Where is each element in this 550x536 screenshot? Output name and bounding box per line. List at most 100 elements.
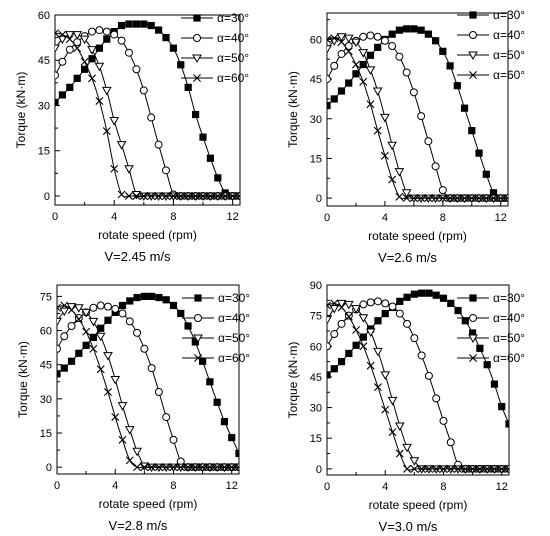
data-point	[388, 428, 397, 437]
y-tick-label: 30	[38, 100, 50, 112]
data-point	[64, 31, 75, 40]
data-point	[330, 61, 339, 70]
legend-label: α=30°	[493, 8, 525, 22]
legend-marker	[194, 294, 202, 302]
data-point	[396, 297, 404, 305]
data-point	[169, 44, 177, 52]
data-point	[133, 463, 142, 472]
legend-entry: α=50°	[181, 51, 249, 65]
legend-entry: α=60°	[457, 68, 525, 82]
x-axis-label: rotate speed (rpm)	[369, 498, 468, 512]
data-point	[337, 303, 346, 312]
data-point	[103, 388, 112, 397]
data-point	[66, 83, 74, 91]
data-point	[228, 433, 236, 442]
data-point	[344, 47, 353, 56]
data-point	[65, 35, 74, 44]
data-point	[410, 464, 419, 473]
data-point	[483, 361, 491, 369]
legend-marker	[194, 354, 202, 362]
data-point	[162, 166, 170, 175]
data-point	[446, 194, 455, 203]
data-point	[490, 380, 499, 388]
data-point	[388, 175, 397, 184]
data-point	[381, 310, 389, 318]
data-point	[476, 344, 484, 352]
data-point	[359, 60, 367, 69]
data-point	[327, 45, 332, 54]
data-point	[117, 190, 126, 199]
data-point	[439, 47, 447, 55]
data-point	[220, 418, 229, 426]
data-point	[505, 464, 509, 473]
y-tick-label: 30	[40, 394, 52, 406]
data-point	[206, 378, 214, 386]
data-point	[372, 87, 383, 97]
data-point	[402, 194, 411, 203]
plot-frame	[326, 284, 510, 476]
data-point	[89, 344, 98, 353]
data-point	[327, 301, 331, 310]
legend-entry: α=40°	[182, 311, 250, 325]
data-point	[73, 74, 81, 82]
data-point	[88, 55, 96, 63]
series-circle	[57, 301, 239, 472]
data-point	[431, 194, 440, 203]
data-point	[424, 137, 433, 146]
data-point	[483, 464, 492, 473]
series-triangle-down	[57, 303, 239, 473]
data-point	[395, 309, 404, 318]
data-point	[496, 194, 505, 203]
data-point	[425, 289, 433, 297]
series-square	[327, 25, 508, 202]
data-point	[482, 194, 491, 203]
data-point	[489, 194, 498, 203]
y-tick-label: 60	[40, 326, 52, 338]
data-point	[147, 463, 156, 472]
data-point	[169, 435, 178, 444]
data-point	[184, 463, 193, 472]
data-point	[147, 113, 156, 122]
series-square	[327, 289, 509, 428]
data-point	[505, 420, 509, 428]
data-point	[352, 341, 360, 349]
data-point	[358, 49, 369, 58]
legend-label: α=40°	[217, 31, 249, 45]
data-point	[110, 164, 119, 173]
data-point	[409, 194, 418, 203]
data-point	[380, 113, 390, 123]
data-point	[57, 317, 62, 327]
legend-marker	[469, 71, 477, 79]
data-point	[154, 191, 163, 200]
data-point	[124, 165, 134, 174]
data-point	[352, 325, 361, 334]
data-point	[359, 77, 368, 86]
data-point	[221, 191, 230, 200]
data-point	[133, 293, 141, 302]
data-point	[402, 443, 412, 453]
data-point	[228, 191, 237, 200]
data-point	[162, 34, 170, 42]
data-point	[366, 31, 375, 40]
data-point	[66, 303, 77, 312]
x-tick-label: 12	[226, 480, 238, 492]
data-point	[82, 341, 90, 349]
data-point	[447, 299, 455, 307]
data-point	[453, 194, 462, 203]
series-line	[55, 23, 240, 197]
data-point	[67, 357, 76, 365]
data-point	[395, 52, 404, 61]
data-point	[80, 57, 89, 66]
data-point	[366, 298, 375, 307]
data-point	[403, 25, 411, 33]
chart-v245: 0 4 8 12 0 15 30 45 60 rotate speed (rpm) Torque (…	[14, 10, 249, 264]
data-point	[227, 463, 236, 472]
data-point	[410, 334, 419, 343]
x-tick-label: 12	[495, 212, 507, 224]
data-point	[140, 292, 148, 300]
data-point	[373, 383, 382, 392]
data-point	[206, 154, 214, 162]
chart-v30: 0 4 8 12 0 15 30 45 60 75 90 rotate speed (rpm) Torq…	[286, 280, 525, 534]
data-point	[132, 20, 140, 28]
data-point	[359, 333, 367, 341]
